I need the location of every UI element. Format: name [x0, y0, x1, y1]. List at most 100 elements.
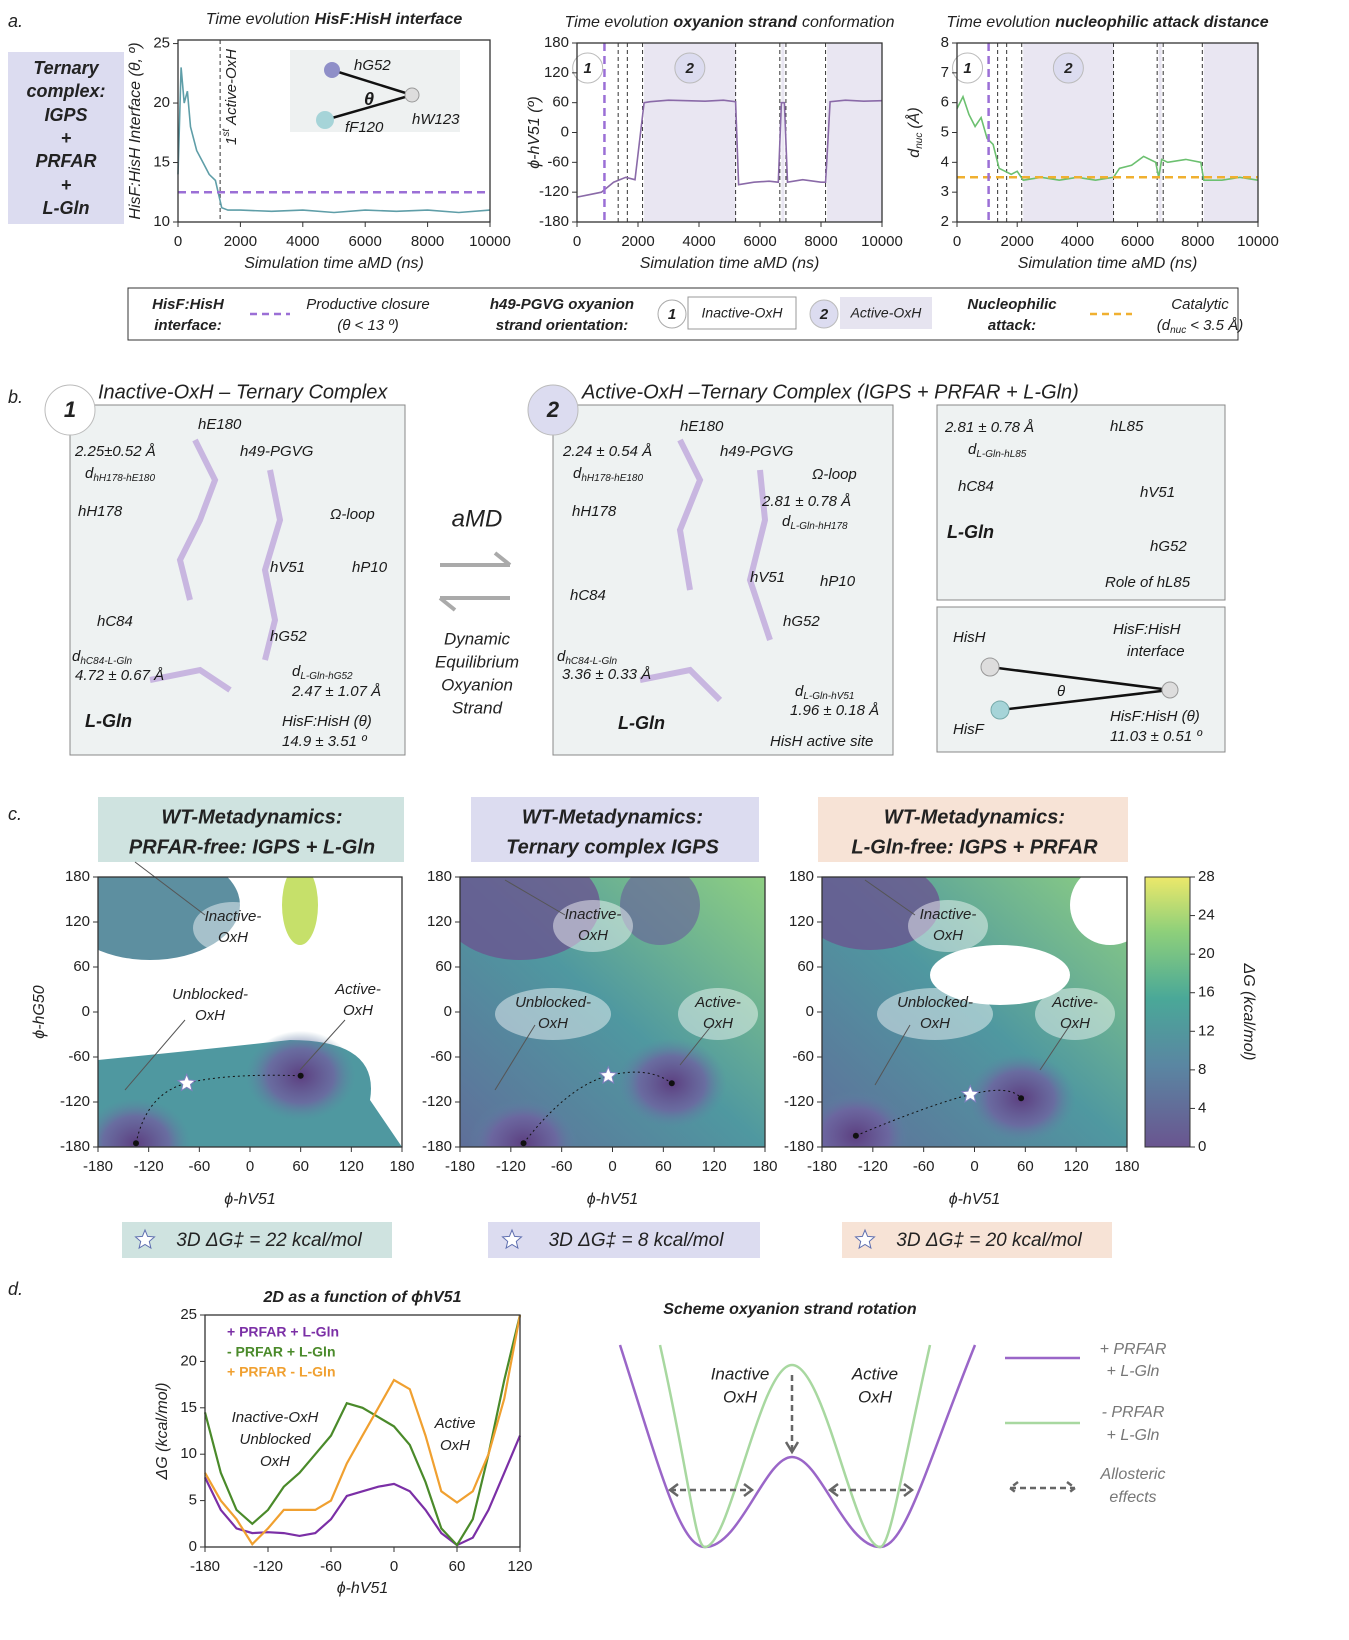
panel-b: 1 Inactive-OxH – Ternary Complex 2 Activ…	[45, 381, 1225, 755]
legend-text: (θ < 13 º)	[337, 317, 399, 334]
text-part: h49-PGVG	[720, 443, 794, 460]
state-region	[1159, 43, 1162, 222]
legend-text: Nucleophilic	[967, 296, 1057, 313]
x-tick-label: 60	[655, 1158, 672, 1175]
x-axis-label: Simulation time aMD (ns)	[1018, 255, 1198, 272]
image-title: Inactive-OxH – Ternary Complex	[98, 381, 388, 403]
colorbar-tick-label: 28	[1198, 868, 1215, 885]
text-part: hE180	[198, 416, 242, 433]
x-tick-label: -120	[496, 1158, 526, 1175]
y-tick-label: -120	[784, 1093, 814, 1110]
text-part: 2.24 ± 0.54 Å	[562, 443, 652, 460]
annotation: OxH	[920, 1015, 950, 1032]
x-tick-label: -120	[134, 1158, 164, 1175]
text-part: HisF	[953, 721, 985, 738]
sidebar-line: +	[61, 128, 72, 148]
y-tick-label: -120	[539, 183, 569, 200]
y-tick-label: 10	[180, 1445, 197, 1462]
structure-label: HisF:HisH	[1113, 621, 1181, 638]
text-part: hL85	[1110, 418, 1144, 435]
x-axis-label: ϕ-hV51	[224, 1191, 276, 1208]
y-tick-label: 20	[153, 94, 170, 111]
annotation: Unblocked-	[897, 994, 973, 1011]
structure-label: Role of hL85	[1105, 574, 1191, 591]
annotation: Inactive-OxH	[232, 1409, 319, 1426]
x-tick-label: 10000	[861, 233, 903, 250]
chart-title: L-Gln-free: IGPS + PRFAR	[851, 836, 1098, 858]
state-number: 2	[546, 397, 560, 422]
y-tick-label: 60	[797, 958, 814, 975]
y-tick-label: 180	[544, 34, 569, 51]
title-part: HisF:HisH interface	[315, 11, 463, 28]
structure-label: Ω-loop	[330, 506, 375, 523]
structure-label: L-Gln	[85, 711, 132, 731]
text-part: 1	[223, 137, 240, 145]
x-tick-label: 6000	[1121, 233, 1154, 250]
state-number: 1	[668, 306, 676, 323]
text-part: hP10	[352, 559, 388, 576]
state-number: 1	[64, 397, 76, 422]
y-tick-label: -120	[422, 1093, 452, 1110]
text-part: hG52	[270, 628, 307, 645]
state-region	[827, 43, 882, 222]
structure-label: 2.25±0.52 Å	[74, 443, 156, 460]
structure-label: hV51	[1140, 484, 1175, 501]
annotation: 1stActive-OxH	[221, 49, 240, 145]
y-tick-label: 0	[561, 123, 569, 140]
y-tick-label: -180	[422, 1138, 452, 1155]
x-tick-label: -60	[188, 1158, 210, 1175]
text-part: hP10	[820, 573, 856, 590]
structure-label: hC84	[570, 587, 606, 604]
legend-text: + PRFAR	[1100, 1341, 1167, 1358]
superscript: st	[221, 128, 232, 137]
state-number: 2	[685, 60, 695, 77]
x-axis-label: Simulation time aMD (ns)	[640, 255, 820, 272]
barrier-text: 3D ΔG‡ = 22 kcal/mol	[176, 1230, 362, 1251]
x-tick-label: 0	[246, 1158, 254, 1175]
structure-label: hG52	[270, 628, 307, 645]
colorbar-tick-label: 4	[1198, 1099, 1206, 1116]
text-part: (d	[1157, 317, 1171, 334]
structure-label: 2.24 ± 0.54 Å	[562, 443, 652, 460]
x-tick-label: 4000	[286, 233, 319, 250]
annotation: OxH	[260, 1453, 290, 1470]
x-tick-label: 60	[1017, 1158, 1034, 1175]
legend-entry: + PRFAR - L-Gln	[227, 1364, 336, 1380]
y-tick-label: 180	[65, 868, 90, 885]
structure-label: Ω-loop	[812, 466, 857, 483]
state-number: 2	[1063, 60, 1073, 77]
x-axis-label: ϕ-hV51	[337, 1580, 389, 1597]
annotation: Unblocked	[240, 1431, 312, 1448]
y-axis-label: ϕ-hV51 (º)	[526, 96, 543, 169]
title-part: conformation	[802, 14, 895, 31]
minimum	[521, 1140, 527, 1146]
annotation: Inactive-	[205, 908, 262, 925]
x-tick-label: 0	[174, 233, 182, 250]
text-part: hV51	[1140, 484, 1175, 501]
text-part: h49-PGVG	[240, 443, 314, 460]
inset-label: hG52	[354, 57, 391, 74]
legend-a: HisF:HisH interface: Productive closure …	[128, 288, 1243, 340]
y-tick-label: 180	[427, 868, 452, 885]
y-tick-label: 2	[941, 213, 949, 230]
x-tick-label: 0	[608, 1158, 616, 1175]
legend-text: Active-OxH	[850, 305, 923, 321]
text-part: 2.47 ± 1.07 Å	[291, 683, 381, 700]
subscript: L-Gln-hG52	[300, 671, 353, 682]
inset-label: θ	[364, 89, 374, 109]
text-part: hG52	[783, 613, 820, 630]
text-part: hC84	[97, 613, 133, 630]
annotation: Inactive-	[565, 906, 622, 923]
y-tick-label: 5	[189, 1492, 197, 1509]
annotation: Active-	[694, 994, 741, 1011]
x-tick-label: 180	[389, 1158, 414, 1175]
legend-swatch	[1010, 1482, 1075, 1494]
state-number: 1	[963, 60, 971, 77]
state-region	[1204, 43, 1258, 222]
y-tick-label: 5	[941, 123, 949, 140]
legend-text: interface:	[154, 317, 222, 334]
middle-text: Equilibrium	[435, 652, 519, 671]
x-tick-label: 6000	[349, 233, 382, 250]
state-number: 1	[584, 60, 592, 77]
